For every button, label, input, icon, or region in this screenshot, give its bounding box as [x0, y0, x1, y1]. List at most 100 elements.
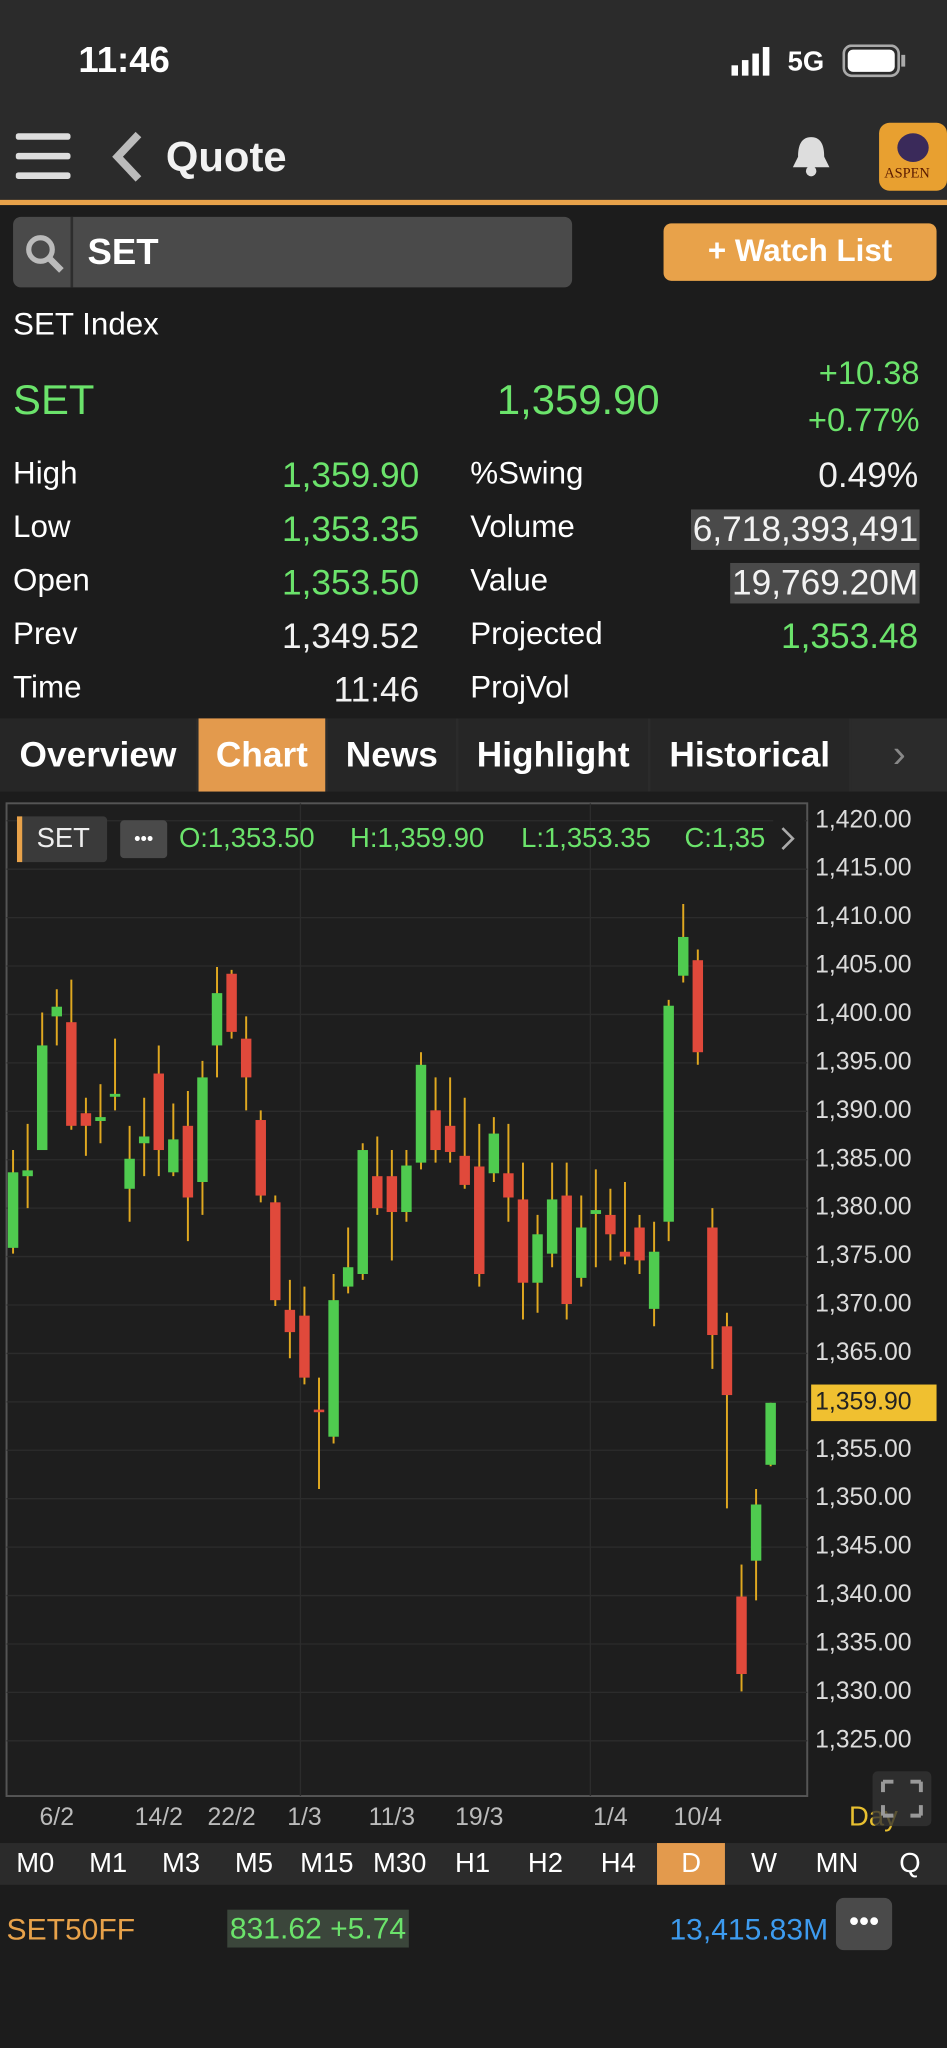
search-box[interactable]: SET [13, 216, 573, 288]
y-tick-label: 1,355.00 [815, 1436, 912, 1463]
y-tick-label: 1,390.00 [815, 1097, 912, 1124]
candle-body [95, 1117, 106, 1121]
timeframe-bar: M0 M1 M3 M5 M15 M30 H1 H2 H4 D W MN Q [0, 1843, 947, 1885]
row-value: 1,353.35 [281, 509, 420, 549]
candle-body [342, 1267, 354, 1287]
row-label: High [13, 455, 78, 492]
y-tick-label: 1,385.00 [815, 1145, 912, 1172]
ohlc-value: O:1,353.50 [179, 822, 315, 853]
candle-body [619, 1251, 631, 1257]
timeframe[interactable]: D [657, 1843, 726, 1885]
timeframe[interactable]: M15 [300, 1848, 354, 1879]
candle-body [444, 1125, 456, 1152]
row-label: Projected [470, 616, 603, 652]
chart: 1,325.00 1,330.00 1,335.00 1,340.00 1,345.00… [5, 802, 937, 1831]
tab[interactable]: News [327, 718, 456, 792]
candle-body [226, 973, 237, 1032]
candle-body [270, 1202, 281, 1301]
logo-globe [897, 133, 929, 162]
timeframe[interactable]: M3 [161, 1848, 201, 1879]
row-value: 0.49% [818, 455, 919, 496]
header-divider [0, 199, 947, 206]
candle-body [138, 1136, 150, 1144]
row-label: Time [13, 670, 82, 706]
candle-body [532, 1234, 543, 1283]
timeframe[interactable]: M5 [234, 1848, 273, 1879]
timeframe[interactable]: M1 [89, 1848, 128, 1879]
candle-body [240, 1038, 252, 1078]
x-tick-label: 10/4 [674, 1804, 722, 1831]
ticker-value: 13,415.83M [669, 1912, 829, 1947]
y-tick-label: 1,330.00 [815, 1678, 912, 1705]
search-icon [26, 235, 64, 273]
signal-icon [731, 47, 770, 76]
chart-menu-dots: ••• [134, 828, 153, 849]
search-query: SET [87, 231, 159, 272]
candle-body [474, 1166, 485, 1275]
timeframe[interactable]: MN [815, 1848, 859, 1879]
timeframe[interactable]: M0 [16, 1848, 55, 1879]
back-button[interactable] [110, 131, 149, 183]
candle-body [561, 1195, 572, 1305]
candle-body [51, 1006, 62, 1017]
tab-bar: Overview Chart News Highlight Historical › [0, 718, 947, 792]
row-label: Volume [470, 509, 575, 545]
y-tick-label: 1,375.00 [815, 1242, 912, 1269]
tab[interactable]: Chart [198, 718, 326, 792]
status-time: 11:46 [78, 39, 170, 80]
tab[interactable]: Historical [650, 718, 850, 792]
candle-body [415, 1064, 427, 1163]
timeframe[interactable]: H4 [600, 1848, 636, 1879]
candle-body [663, 1005, 674, 1222]
row-label: Prev [13, 616, 78, 652]
logo-text: ASPEN [884, 165, 930, 182]
tab[interactable]: Overview [0, 718, 196, 792]
quote-change: +10.38 [818, 355, 920, 392]
expand-button[interactable] [872, 1771, 932, 1827]
x-tick-label: 19/3 [455, 1804, 503, 1831]
row-value: 6,718,393,491 [691, 509, 920, 550]
y-tick-label: 1,415.00 [815, 855, 912, 882]
candle-body [576, 1227, 587, 1278]
y-tick-label: 1,325.00 [815, 1726, 912, 1753]
y-tick-label: 1,380.00 [815, 1194, 912, 1221]
quote-last: 1,359.90 [496, 376, 660, 424]
bell-button[interactable] [789, 133, 833, 177]
y-tick-label: 1,400.00 [815, 1000, 912, 1027]
chart-menu-button[interactable] [120, 820, 168, 859]
candle-body [459, 1155, 470, 1185]
candle-body [36, 1045, 48, 1151]
ticker-more-button[interactable]: ••• [835, 1897, 893, 1951]
candle-body [299, 1315, 310, 1378]
timeframe[interactable]: H1 [455, 1848, 491, 1879]
ticker-quote: 831.62 +5.74 [227, 1909, 409, 1948]
candle-body [692, 960, 704, 1053]
candle-body [386, 1176, 398, 1213]
candle-body [168, 1139, 179, 1173]
y-tick-label: 1,335.00 [815, 1630, 912, 1657]
price-marker-label: 1,359.90 [815, 1388, 912, 1415]
ohlc-fade [773, 817, 805, 863]
tab[interactable]: Highlight [458, 718, 648, 792]
timeframe[interactable]: Q [899, 1848, 921, 1879]
y-tick-label: 1,345.00 [815, 1533, 912, 1560]
candle-body [721, 1326, 733, 1396]
timeframe[interactable]: H2 [527, 1848, 563, 1879]
timeframe[interactable]: W [751, 1848, 778, 1879]
top-bar [0, 0, 947, 200]
ticker-symbol[interactable]: SET50FF [6, 1912, 136, 1947]
menu-button[interactable] [15, 131, 73, 183]
logo[interactable]: ASPEN [879, 122, 947, 191]
row-label: %Swing [470, 455, 584, 492]
candle-body [357, 1150, 368, 1275]
timeframe[interactable]: M30 [373, 1848, 427, 1879]
watchlist-button[interactable]: + Watch List [663, 223, 937, 281]
candle-body [80, 1113, 92, 1126]
candle-body [372, 1176, 383, 1209]
x-tick-label: 22/2 [207, 1804, 255, 1831]
tab-next-arrow[interactable]: › [851, 718, 947, 792]
price-marker [811, 1384, 937, 1422]
candle-body [328, 1300, 339, 1437]
x-tick-label: 6/2 [40, 1804, 74, 1831]
candle-body [66, 1022, 77, 1126]
